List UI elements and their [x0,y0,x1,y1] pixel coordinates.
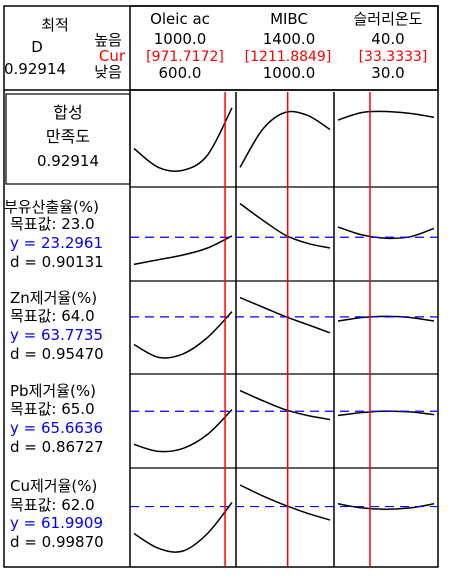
response-title-pb: Pb제거율(%) [10,382,96,400]
low-label: 낮음 [94,63,122,81]
curve-row4-col1 [239,484,331,521]
row-label-zn: Zn제거율(%) 목표값: 64.0 y = 63.7735 d = 0.954… [10,289,104,363]
curve-row2-col0 [133,311,233,359]
factor-name-slurry: 슬러리온도 [353,10,422,28]
curve-row1-col1 [239,202,331,249]
response-target-zn: 목표값: 64.0 [10,307,95,325]
cur-label: Cur [99,47,126,65]
response-y-flotation: y = 23.2961 [10,234,103,252]
factor-low-oleic: 600.0 [159,64,202,82]
composite-title-1: 합성 [53,103,82,122]
factor-high-mibc: 1400.0 [263,30,316,48]
response-target-pb: 목표값: 65.0 [10,400,95,418]
row-label-cu: Cu제거율(%) 목표값: 62.0 y = 61.9909 d = 0.998… [10,477,104,551]
row-label-flotation: 부유산출율(%) 목표값: 23.0 y = 23.2961 d = 0.901… [4,198,104,271]
response-y-cu: y = 61.9909 [10,514,103,532]
header-left: 최적 D 0.92914 높음 Cur 낮음 [4,16,126,81]
response-y-zn: y = 63.7735 [10,326,103,344]
factor-low-slurry: 30.0 [371,64,404,82]
response-target-cu: 목표값: 62.0 [10,496,95,514]
row-labels: 합성 만족도 0.92914 부유산출율(%) 목표값: 23.0 y = 23… [4,103,104,551]
factor-high-oleic: 1000.0 [154,30,207,48]
header-d-label: D [31,38,43,56]
header-title: 최적 [41,16,69,34]
composite-value: 0.92914 [37,152,99,170]
composite-label-box [5,93,131,185]
factor-low-mibc: 1000.0 [263,64,316,82]
factor-high-slurry: 40.0 [371,30,404,48]
plot-layer [3,5,439,568]
header-factors: Oleic ac 1000.0 [971.7172] 600.0 MIBC 14… [146,10,427,82]
response-target-flotation: 목표값: 23.0 [10,215,95,233]
curve-row0-col1 [239,110,331,168]
curve-row0-col0 [133,107,233,172]
factor-cur-mibc: [1211.8849] [245,49,332,65]
curve-row4-col0 [133,502,233,553]
curve-row0-col2 [337,110,435,121]
composite-title-2: 만족도 [46,127,90,146]
row-label-pb: Pb제거율(%) 목표값: 65.0 y = 65.6636 d = 0.867… [10,382,104,456]
curve-row3-col1 [239,389,331,421]
header-factor-box [129,5,439,91]
row-label-composite: 합성 만족도 0.92914 [37,103,99,170]
factor-cur-slurry: [33.3333] [359,49,428,65]
curve-row1-col2 [337,226,435,240]
response-title-flotation: 부유산출율(%) [4,198,99,216]
response-d-cu: d = 0.99870 [10,533,104,551]
curve-row2-col1 [239,296,331,334]
curve-row1-col0 [133,235,233,266]
response-y-pb: y = 65.6636 [10,419,103,437]
response-title-zn: Zn제거율(%) [10,289,97,307]
response-title-cu: Cu제거율(%) [10,477,97,495]
factor-name-mibc: MIBC [270,10,308,28]
response-d-zn: d = 0.95470 [10,345,104,363]
curve-row3-col0 [133,409,233,453]
response-d-flotation: d = 0.90131 [10,253,104,271]
high-label: 높음 [94,31,122,49]
header-d-value: 0.92914 [4,60,66,78]
factor-cur-oleic: [971.7172] [146,49,224,65]
response-d-pb: d = 0.86727 [10,438,104,456]
factor-name-oleic: Oleic ac [150,10,210,28]
